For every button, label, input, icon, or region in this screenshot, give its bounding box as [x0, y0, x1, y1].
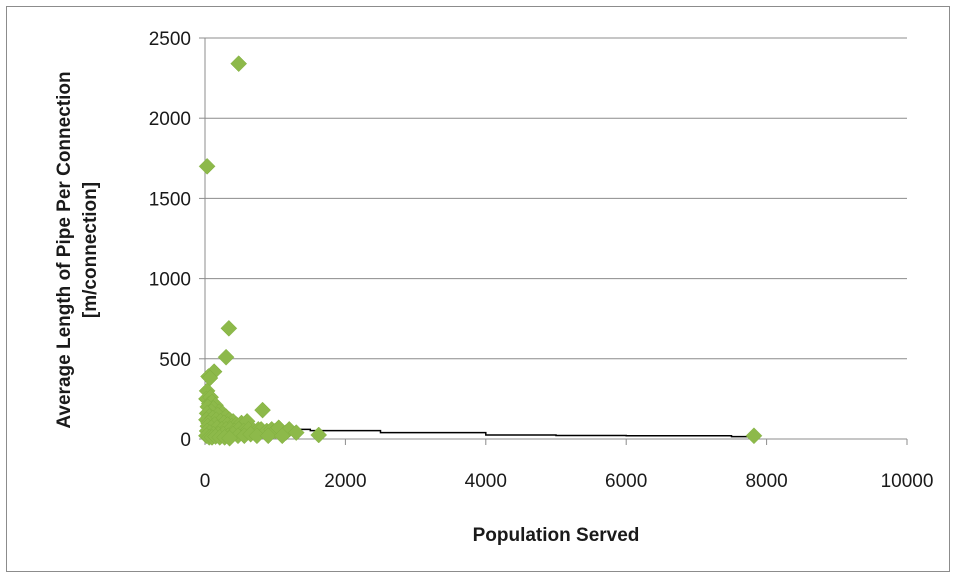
x-tick-label-2000: 2000	[324, 471, 366, 492]
y-tick-label-2500: 2500	[149, 29, 191, 50]
y-tick-label-1000: 1000	[149, 270, 191, 291]
x-tick-label-10000: 10000	[881, 471, 934, 492]
y-tick-label-1500: 1500	[149, 189, 191, 210]
data-point	[218, 349, 234, 365]
x-tick-label-4000: 4000	[465, 471, 507, 492]
y-tick-label-0: 0	[180, 430, 191, 451]
y-tick-label-500: 500	[159, 350, 191, 371]
y-axis-title-line-1: Average Length of Pipe Per Connection	[54, 71, 75, 428]
data-point	[311, 427, 327, 443]
x-tick-label-8000: 8000	[745, 471, 787, 492]
data-point	[199, 158, 215, 174]
x-tick-label-0: 0	[200, 471, 211, 492]
data-point	[231, 56, 247, 72]
data-point	[746, 428, 762, 444]
x-tick-label-6000: 6000	[605, 471, 647, 492]
y-axis-title-line-2: [m/connection]	[80, 182, 101, 318]
data-point	[255, 402, 271, 418]
data-point	[221, 320, 237, 336]
y-tick-label-2000: 2000	[149, 109, 191, 130]
x-axis-title: Population Served	[473, 525, 640, 546]
